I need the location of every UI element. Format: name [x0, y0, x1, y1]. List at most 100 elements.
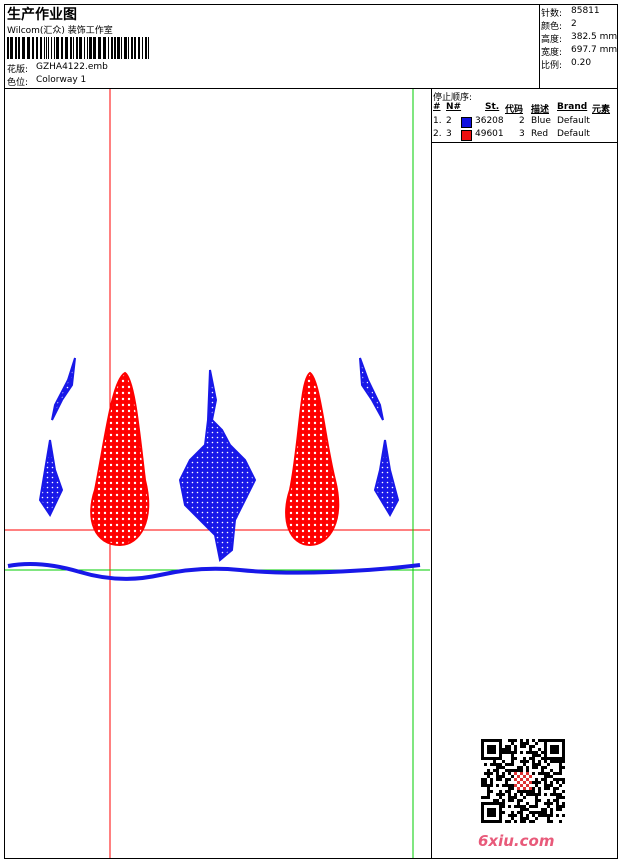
qr-module: [496, 775, 499, 778]
qr-module: [508, 814, 511, 817]
qr-module: [562, 760, 565, 763]
qr-module: [562, 778, 565, 781]
barcode-bar: [87, 37, 88, 59]
qr-module: [514, 769, 517, 772]
qr-module: [484, 778, 487, 781]
qr-module: [544, 760, 547, 763]
barcode-bar: [148, 37, 149, 59]
qr-module: [511, 811, 514, 814]
qr-module: [532, 793, 535, 796]
qr-module: [499, 763, 502, 766]
qr-module: [487, 811, 490, 814]
qr-module: [547, 739, 550, 742]
qr-module: [517, 790, 520, 793]
qr-module: [562, 745, 565, 748]
qr-module: [559, 757, 562, 760]
qr-module: [490, 757, 493, 760]
qr-module: [559, 796, 562, 799]
qr-module: [556, 772, 559, 775]
barcode-bar: [65, 37, 68, 59]
barcode-bar: [44, 37, 45, 59]
barcode-bar: [128, 37, 129, 59]
barcode-bar: [93, 37, 96, 59]
qr-module: [523, 781, 526, 784]
barcode-bar: [51, 37, 52, 59]
qr-module: [517, 811, 520, 814]
qr-module: [484, 739, 487, 742]
qr-module: [544, 784, 547, 787]
qr-module: [484, 802, 487, 805]
qr-module: [544, 745, 547, 748]
qr-module: [490, 763, 493, 766]
qr-module: [520, 751, 523, 754]
qr-module: [541, 766, 544, 769]
qr-module: [487, 751, 490, 754]
barcode-bar: [22, 37, 25, 59]
qr-module: [481, 784, 484, 787]
description: Blue: [531, 116, 551, 126]
qr-module: [529, 787, 532, 790]
qr-module: [550, 775, 553, 778]
qr-module: [505, 751, 508, 754]
qr-module: [559, 763, 562, 766]
qr-module: [520, 745, 523, 748]
qr-module: [538, 763, 541, 766]
qr-module: [547, 802, 550, 805]
qr-module: [523, 763, 526, 766]
qr-module: [532, 739, 535, 742]
qr-module: [505, 778, 508, 781]
barcode-bar: [108, 37, 109, 59]
barcode-bar: [117, 37, 120, 59]
barcode-bar: [7, 37, 9, 59]
qr-module: [484, 763, 487, 766]
qr-module: [520, 814, 523, 817]
qr-module: [511, 799, 514, 802]
qr-module: [538, 748, 541, 751]
qr-module: [487, 802, 490, 805]
qr-module: [553, 790, 556, 793]
barcode-bar: [138, 37, 140, 59]
qr-module: [493, 757, 496, 760]
qr-module: [520, 811, 523, 814]
qr-module: [550, 784, 553, 787]
qr-module: [559, 769, 562, 772]
stat-value: 697.7 mm: [571, 45, 618, 55]
qr-module: [481, 796, 484, 799]
qr-module: [481, 808, 484, 811]
qr-module: [511, 775, 514, 778]
qr-module: [556, 778, 559, 781]
qr-module: [550, 802, 553, 805]
qr-module: [547, 814, 550, 817]
qr-module: [550, 814, 553, 817]
qr-module: [481, 742, 484, 745]
qr-module: [550, 811, 553, 814]
qr-module: [481, 811, 484, 814]
qr-module: [556, 745, 559, 748]
qr-module: [508, 796, 511, 799]
qr-module: [547, 772, 550, 775]
qr-module: [481, 802, 484, 805]
qr-module: [514, 793, 517, 796]
stat-value: 382.5 mm: [571, 32, 618, 42]
qr-module: [559, 820, 562, 823]
qr-module: [556, 757, 559, 760]
barcode-bar: [15, 37, 17, 59]
qr-module: [532, 745, 535, 748]
qr-module: [511, 784, 514, 787]
qr-module: [532, 820, 535, 823]
qr-module: [520, 769, 523, 772]
qr-module: [505, 745, 508, 748]
qr-module: [502, 766, 505, 769]
qr-module: [535, 763, 538, 766]
qr-module: [505, 820, 508, 823]
qr-module: [517, 781, 520, 784]
qr-module: [520, 817, 523, 820]
qr-module: [544, 754, 547, 757]
qr-module: [523, 745, 526, 748]
qr-module: [511, 817, 514, 820]
qr-module: [514, 772, 517, 775]
qr-module: [514, 739, 517, 742]
qr-module: [484, 820, 487, 823]
qr-module: [544, 814, 547, 817]
stat-value: 85811: [571, 6, 600, 16]
